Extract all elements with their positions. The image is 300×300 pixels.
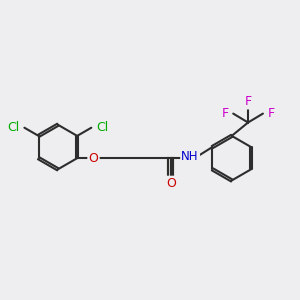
Text: F: F [244,95,252,108]
Text: O: O [88,152,98,165]
Text: Cl: Cl [96,121,108,134]
Text: O: O [166,177,176,190]
Text: Cl: Cl [8,121,20,134]
Text: F: F [267,107,274,120]
Text: F: F [222,107,229,120]
Text: NH: NH [182,150,199,163]
